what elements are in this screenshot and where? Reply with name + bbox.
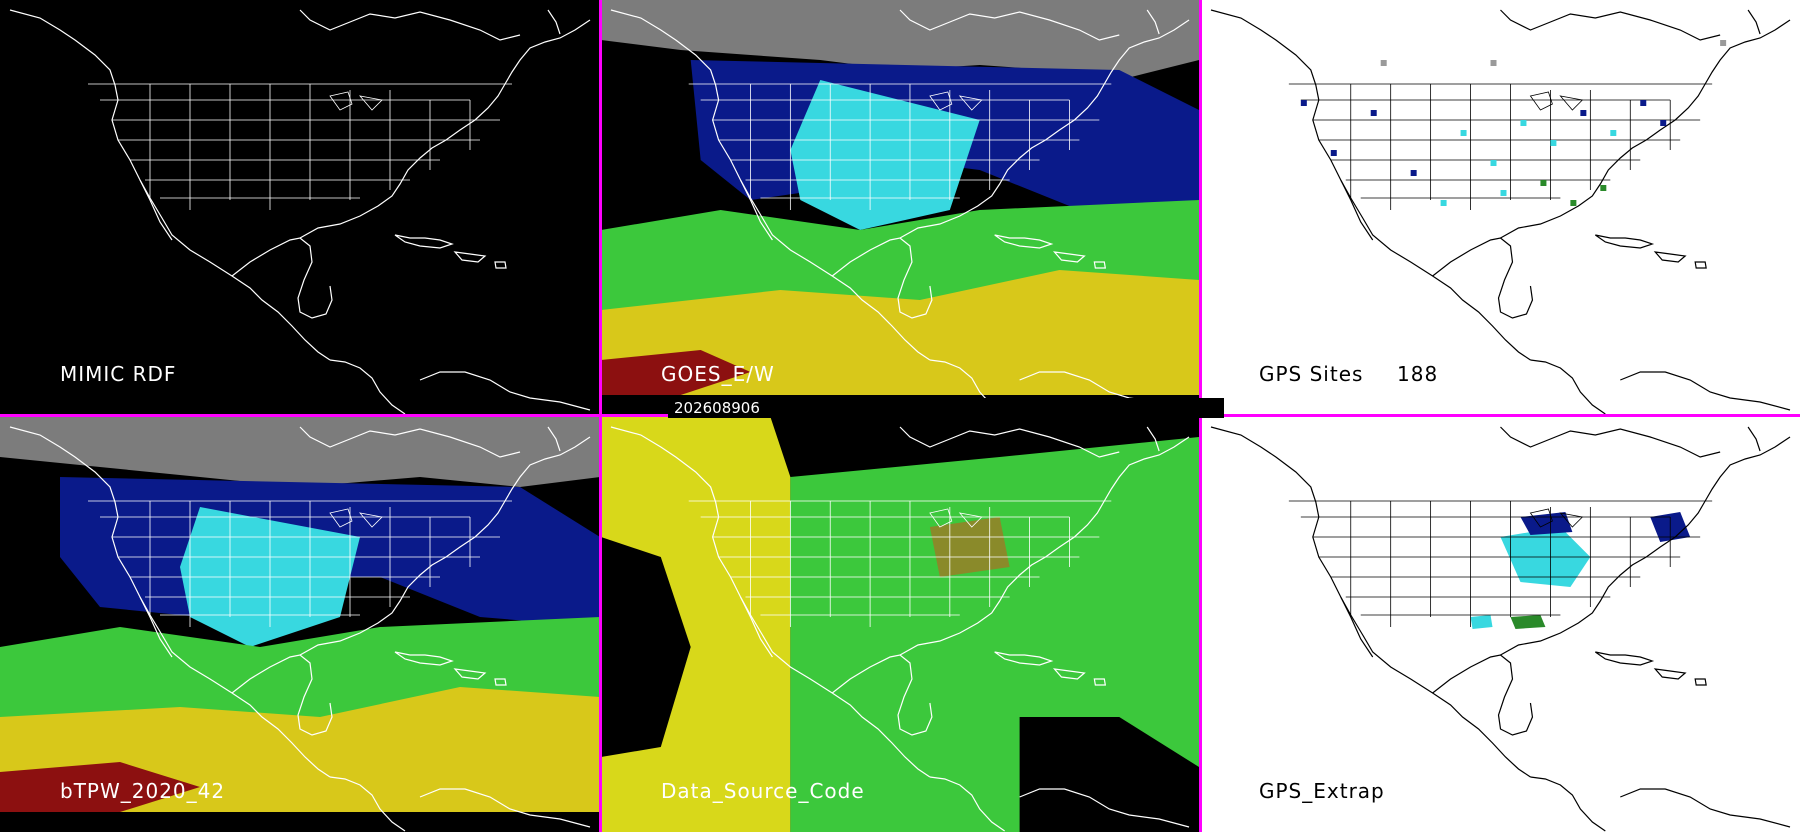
panel-label-gps-extrap: GPS_Extrap xyxy=(1259,779,1385,803)
panel-btpw: bTPW_2020_42 xyxy=(0,417,600,832)
panel-data-source-code: Data_Source_Code xyxy=(601,417,1199,832)
panel-label-gps-sites: GPS Sites xyxy=(1259,362,1364,386)
extrap-navy-blob xyxy=(1520,512,1573,535)
cloud-grey-region xyxy=(0,417,600,487)
panel-mimic-rdf: MIMIC RDF xyxy=(0,0,600,415)
map-mimic-rdf xyxy=(9,9,591,415)
source-black-gap-1 xyxy=(601,537,691,757)
map-gps-sites xyxy=(1210,9,1791,415)
panel-gps-sites: GPS Sites 188 xyxy=(1201,0,1800,415)
map-data-source-code xyxy=(601,417,1199,832)
source-black-gap-2 xyxy=(1019,717,1199,832)
panel-label-goes-ew: GOES_E/W xyxy=(661,362,775,386)
tpw-cyan-region xyxy=(790,80,980,230)
divider-vertical-left xyxy=(599,0,602,832)
gps-site-markers xyxy=(1300,40,1727,206)
panel-label-btpw: bTPW_2020_42 xyxy=(60,779,226,803)
map-goes-ew xyxy=(601,0,1199,415)
panel-label-data-source-code: Data_Source_Code xyxy=(661,779,865,803)
panel-gps-extrap: GPS_Extrap xyxy=(1201,417,1800,832)
tpw-red-region xyxy=(601,350,751,395)
gps-sites-count: 188 xyxy=(1397,362,1439,386)
extrap-green-blob xyxy=(1510,615,1546,629)
map-btpw xyxy=(0,417,600,832)
tpw-red-region xyxy=(0,762,200,812)
timestamp-label: 202608906 xyxy=(668,398,1224,418)
extrap-cyan-south-blob xyxy=(1470,615,1493,629)
tpw-yellow-region xyxy=(601,270,1199,395)
panel-goes-ew: GOES_E/W xyxy=(601,0,1199,415)
panel-label-mimic-rdf: MIMIC RDF xyxy=(60,362,177,386)
map-gps-extrap xyxy=(1210,426,1791,832)
